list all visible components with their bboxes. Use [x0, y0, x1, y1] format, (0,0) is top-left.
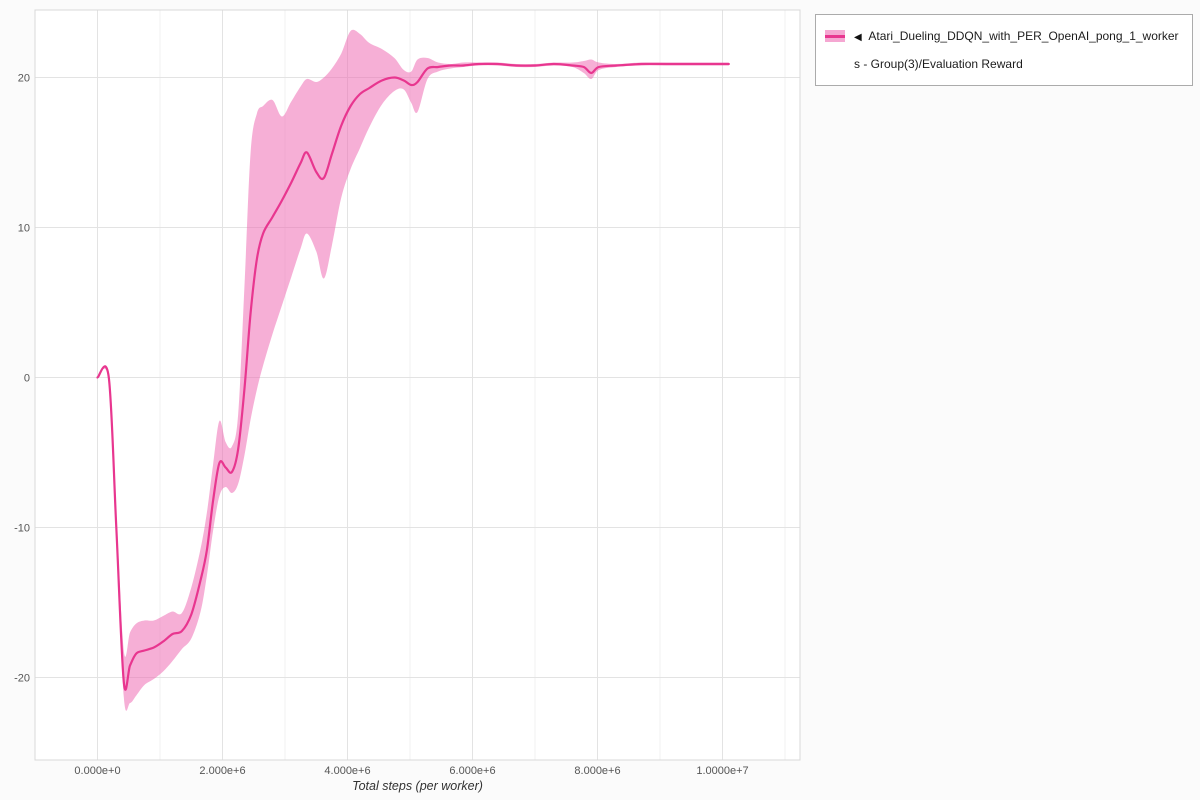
x-tick-label: 2.000e+6	[199, 765, 245, 777]
x-tick-label: 4.000e+6	[324, 765, 370, 777]
y-tick-label: 10	[18, 223, 30, 235]
y-tick-label: -20	[14, 673, 30, 685]
legend-entry: ◀ Atari_Dueling_DDQN_with_PER_OpenAI_pon…	[854, 23, 1182, 77]
x-tick-label: 8.000e+6	[574, 765, 620, 777]
x-axis-title: Total steps (per worker)	[352, 779, 483, 793]
y-tick-label: 20	[18, 73, 30, 85]
x-tick-label: 1.0000e+7	[696, 765, 748, 777]
confidence-band	[97, 29, 729, 711]
reward-line	[96, 62, 730, 691]
x-tick-label: 0.000e+0	[74, 765, 120, 777]
x-tick-label: 6.000e+6	[449, 765, 495, 777]
legend-swatch	[825, 30, 845, 42]
legend-swatch-line	[825, 34, 845, 38]
plot-border	[34, 9, 801, 761]
legend[interactable]: ◀ Atari_Dueling_DDQN_with_PER_OpenAI_pon…	[815, 14, 1193, 86]
legend-collapse-icon[interactable]: ◀	[854, 32, 862, 43]
y-tick-label: -10	[14, 523, 30, 535]
y-tick-label: 0	[24, 373, 30, 385]
legend-series-label: Atari_Dueling_DDQN_with_PER_OpenAI_pong_…	[854, 29, 1179, 71]
